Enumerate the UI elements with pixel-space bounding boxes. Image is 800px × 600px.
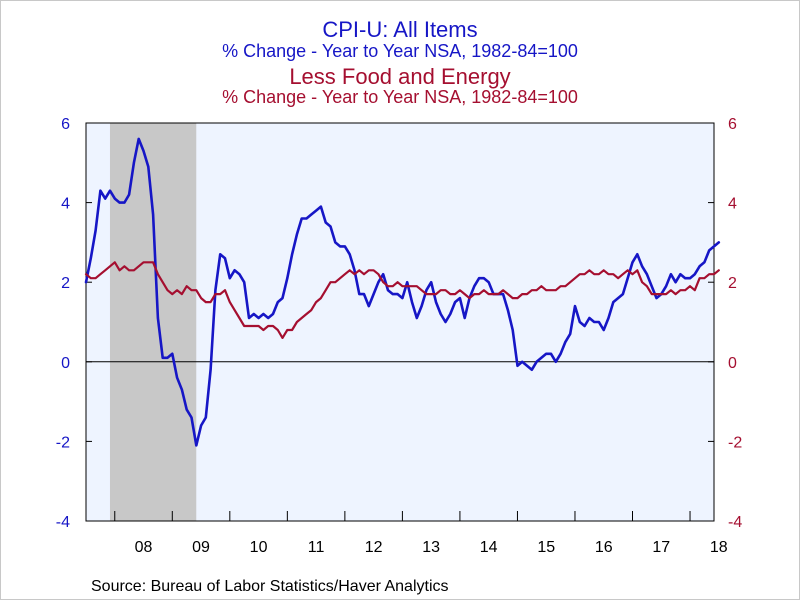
y-tick-label-left: 0 bbox=[61, 355, 70, 372]
y-tick-label-left: -2 bbox=[56, 434, 70, 451]
chart-subtitle-core: % Change - Year to Year NSA, 1982-84=100 bbox=[222, 87, 578, 107]
x-tick-label: 08 bbox=[135, 539, 153, 556]
series-line-core bbox=[84, 261, 720, 339]
x-tick-label: 09 bbox=[192, 539, 210, 556]
y-tick-label-right: -2 bbox=[728, 434, 742, 451]
y-tick-label-left: 2 bbox=[61, 275, 70, 292]
x-tick-label: 12 bbox=[365, 539, 383, 556]
chart-title-all-items: CPI-U: All Items bbox=[322, 17, 478, 42]
x-tick-label: 17 bbox=[652, 539, 670, 556]
recession-shading bbox=[109, 123, 197, 521]
x-tick-label: 11 bbox=[308, 539, 325, 556]
x-tick-label: 13 bbox=[422, 539, 440, 556]
y-tick-label-right: -4 bbox=[728, 514, 742, 531]
series-line-all-items bbox=[84, 137, 721, 447]
x-tick-label: 14 bbox=[480, 539, 498, 556]
y-tick-label-left: 6 bbox=[61, 116, 70, 133]
x-tick-label: 10 bbox=[250, 539, 268, 556]
y-tick-label-right: 0 bbox=[728, 355, 737, 372]
x-tick-label: 15 bbox=[537, 539, 555, 556]
chart-title-core: Less Food and Energy bbox=[289, 64, 511, 89]
source-note: Source: Bureau of Labor Statistics/Haver… bbox=[91, 578, 449, 595]
x-tick-label: 16 bbox=[595, 539, 613, 556]
y-tick-label-right: 6 bbox=[728, 116, 737, 133]
x-tick-label: 18 bbox=[710, 539, 728, 556]
y-tick-label-right: 4 bbox=[728, 196, 737, 213]
y-tick-label-left: -4 bbox=[56, 514, 70, 531]
y-tick-label-right: 2 bbox=[728, 275, 737, 292]
chart-subtitle-all-items: % Change - Year to Year NSA, 1982-84=100 bbox=[222, 41, 578, 61]
y-tick-label-left: 4 bbox=[61, 196, 70, 213]
plot-border bbox=[85, 122, 715, 522]
